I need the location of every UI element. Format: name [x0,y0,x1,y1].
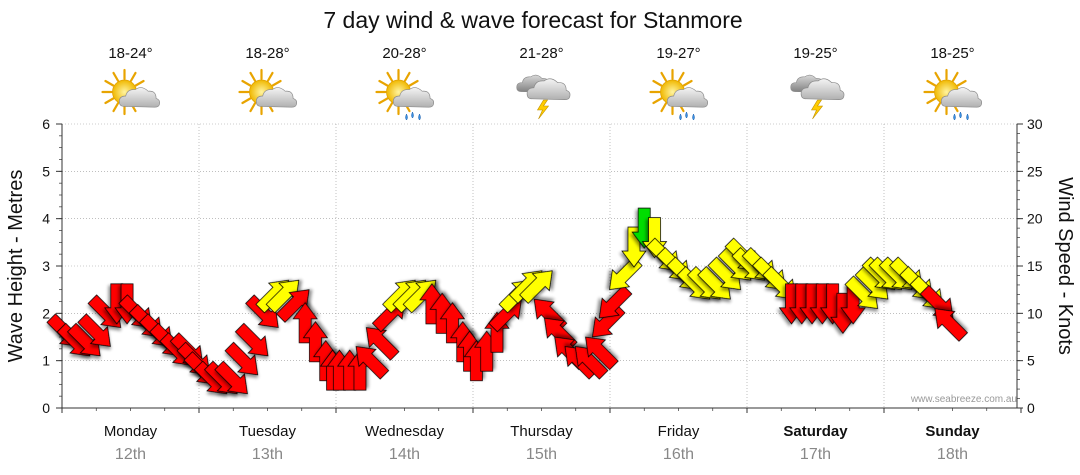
left-tick-label: 0 [42,400,50,416]
cloud-shape [118,87,161,108]
left-tick-label: 4 [42,211,50,227]
temp-range-label: 20-28° [382,45,426,62]
temp-range-label: 18-24° [108,45,152,62]
right-tick-label: 5 [1027,353,1035,369]
day-date-label: 14th [389,446,420,463]
wind-arrow [67,322,101,357]
chart-title: 7 day wind & wave forecast for Stanmore [323,7,742,33]
wind-arrow [77,313,111,347]
day-date-label: 12th [115,446,146,463]
day-date-label: 15th [526,446,557,463]
wind-arrow [697,265,731,300]
sun-showers-icon [649,68,709,121]
day-name-label: Monday [104,423,158,440]
day-date-label: 18th [937,446,968,463]
cloud-shape [940,87,983,108]
wind-arrow [934,308,969,342]
day-name-label: Tuesday [239,423,296,440]
temp-range-label: 21-28° [519,45,563,62]
day-labels: Monday 12th Tuesday 13th Wednesday 14th Thursd… [104,423,980,463]
sun-showers-icon [375,68,435,121]
temp-range-label: 19-25° [793,45,837,62]
right-tick-label: 20 [1027,211,1043,227]
left-tick-label: 1 [42,353,50,369]
day-name-label: Sunday [925,423,980,440]
sun-shape [375,68,422,116]
cloud-shape [526,78,571,100]
right-tick-label: 30 [1027,116,1043,132]
right-tick-label: 10 [1027,305,1043,321]
wind-arrow [707,256,742,291]
left-tick-label: 2 [42,305,50,321]
wind-arrow [214,360,248,395]
wind-arrow [224,341,259,376]
partly-cloudy-icon [101,68,161,116]
cloud-shape [255,87,298,108]
chart-axes: 0 1 2 3 4 5 6 0 5 10 15 20 25 30 [42,116,1043,416]
wind-arrow [234,322,269,357]
day-name-label: Wednesday [365,423,444,440]
day-date-label: 13th [252,446,283,463]
wind-arrows [46,207,969,395]
temp-range-label: 19-27° [656,45,700,62]
right-axis-title: Wind Speed - Knots [1054,177,1076,355]
temp-range-label: 18-28° [245,45,289,62]
left-tick-label: 5 [42,163,50,179]
wind-arrow [275,289,310,323]
day-name-label: Saturday [783,423,848,440]
temp-range-label: 18-25° [930,45,974,62]
right-tick-label: 25 [1027,163,1043,179]
thunderstorm-icon [790,74,845,120]
thunderstorm-icon [516,74,571,120]
wind-arrow [844,275,879,310]
wind-arrow [574,346,609,380]
wind-arrow [245,294,279,328]
cloud-shape [666,87,709,108]
left-tick-label: 3 [42,258,50,274]
left-axis-title: Wave Height - Metres [5,170,27,363]
credit-text: www.seabreeze.com.au [910,394,1017,405]
wind-arrow [519,270,553,304]
wind-arrow [585,336,619,371]
wind-arrow [265,279,300,314]
cloud-shape [392,87,435,108]
sun-showers-icon [923,68,983,121]
day-date-label: 16th [663,446,694,463]
wind-arrow [365,327,400,361]
right-tick-label: 15 [1027,258,1043,274]
day-name-label: Friday [658,423,700,440]
cloud-shape [800,78,845,100]
day-date-label: 17th [800,446,831,463]
partly-cloudy-icon [238,68,298,116]
right-tick-label: 0 [1027,400,1035,416]
left-tick-label: 6 [42,116,50,132]
wind-arrow [355,346,390,380]
forecast-header: 18-24° 18-28° 20-28° 21-28° 19-27° 19-25° 18-2… [101,45,983,121]
day-name-label: Thursday [510,423,573,440]
